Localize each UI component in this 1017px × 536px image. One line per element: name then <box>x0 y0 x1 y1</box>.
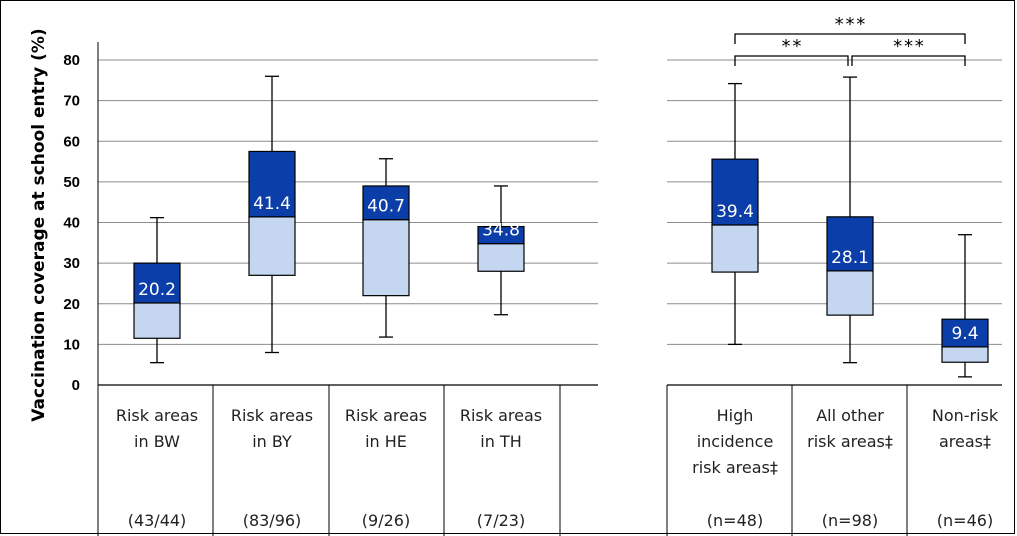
category-label: in TH <box>480 432 521 451</box>
upper-box <box>133 262 181 304</box>
significance-bracket <box>734 33 966 44</box>
category-label: Non-risk <box>932 406 999 425</box>
y-tick-label: 30 <box>63 255 80 272</box>
lower-box <box>477 243 525 272</box>
y-axis-label: Vaccination coverage at school entry (%) <box>29 28 49 421</box>
category-table: Risk areas in BW (43/44) Risk areas in BY (83… <box>97 385 999 536</box>
y-tick-label: 10 <box>63 336 80 353</box>
lower-box <box>941 346 989 363</box>
y-tick-label: 60 <box>63 133 80 150</box>
upper-box <box>477 225 525 245</box>
upper-box <box>248 150 296 218</box>
sample-size-label: (7/23) <box>477 511 525 530</box>
box-group: 39.4 <box>711 82 759 346</box>
significance-brackets: ***** *** <box>734 14 966 66</box>
significance-label: *** <box>834 14 867 35</box>
y-tick-label: 50 <box>63 174 80 191</box>
significance-label: *** <box>892 36 925 57</box>
median-label: 20.2 <box>138 280 176 300</box>
median-label: 40.7 <box>367 197 405 217</box>
y-tick-label: 20 <box>63 296 80 313</box>
y-tick-label: 80 <box>63 52 80 69</box>
lower-box <box>248 216 296 276</box>
median-label: 34.8 <box>482 221 520 241</box>
box-series: 20.2 41.4 40.7 34.8 39.4 28.1 9.4 <box>133 75 989 378</box>
lower-box <box>826 270 874 316</box>
category-label: All other <box>816 406 884 425</box>
category-label: in BW <box>134 432 180 451</box>
box-group: 9.4 <box>941 234 989 378</box>
sample-size-label: (43/44) <box>128 511 187 530</box>
upper-box <box>826 216 874 272</box>
box-group: 41.4 <box>248 75 296 354</box>
box-group: 34.8 <box>477 185 525 316</box>
sample-size-label: (83/96) <box>243 511 302 530</box>
median-label: 39.4 <box>716 202 754 222</box>
sample-size-label: (n=98) <box>822 511 878 530</box>
significance-label: ** <box>781 36 803 57</box>
y-tick-label: 0 <box>72 377 80 394</box>
y-tick-label: 40 <box>63 215 80 232</box>
upper-box <box>711 158 759 226</box>
significance-bracket <box>851 55 966 66</box>
median-label: 28.1 <box>831 248 869 268</box>
category-label: incidence <box>697 432 774 451</box>
category-label: Risk areas <box>116 406 198 425</box>
box-group: 28.1 <box>826 76 874 364</box>
category-label: risk areas‡ <box>807 432 893 451</box>
median-label: 9.4 <box>951 324 978 344</box>
box-group: 40.7 <box>362 158 410 338</box>
sample-size-label: (n=46) <box>937 511 993 530</box>
category-label: in HE <box>365 432 407 451</box>
lower-box <box>133 302 181 339</box>
category-label: Risk areas <box>231 406 313 425</box>
significance-bracket <box>734 55 849 66</box>
category-label: Risk areas <box>460 406 542 425</box>
category-label: High <box>717 406 754 425</box>
y-axis: 0 10 20 30 40 50 60 70 80 <box>63 42 99 536</box>
median-label: 41.4 <box>253 194 291 214</box>
category-label: in BY <box>252 432 292 451</box>
sample-size-label: (n=48) <box>707 511 763 530</box>
category-label: risk areas‡ <box>692 458 778 477</box>
category-label: Risk areas <box>345 406 427 425</box>
lower-box <box>362 219 410 297</box>
lower-box <box>711 224 759 273</box>
box-group: 20.2 <box>133 216 181 364</box>
sample-size-label: (9/26) <box>362 511 410 530</box>
y-tick-label: 70 <box>63 93 80 110</box>
upper-box <box>941 318 989 348</box>
upper-box <box>362 185 410 221</box>
category-label: areas‡ <box>939 432 991 451</box>
